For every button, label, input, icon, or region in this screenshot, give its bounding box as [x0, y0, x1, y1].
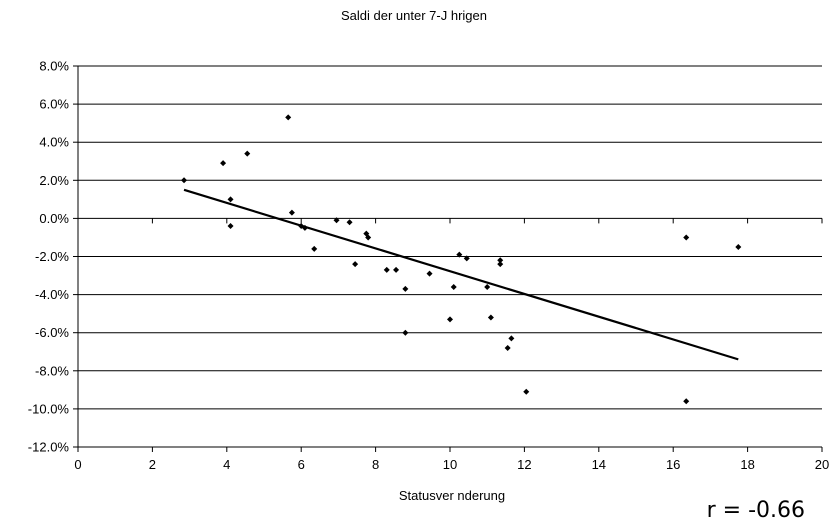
y-tick-label: -4.0% — [35, 287, 69, 302]
y-tick-label: 8.0% — [39, 59, 69, 74]
data-point — [497, 257, 504, 264]
x-tick-label: 20 — [815, 457, 829, 472]
x-axis-ticks: 0 2 4 6 8 10 12 14 16 18 20 — [74, 218, 829, 472]
data-point — [426, 270, 433, 277]
data-point — [352, 261, 359, 268]
x-tick-label: 16 — [666, 457, 680, 472]
data-point — [484, 283, 491, 290]
y-tick-label: -10.0% — [28, 401, 70, 416]
data-point — [288, 209, 295, 216]
y-axis-ticks: 8.0% 6.0% 4.0% 2.0% 0.0% -2.0% -4.0% -6.0% -8.0%… — [28, 59, 78, 455]
trendline-group — [183, 188, 739, 361]
x-tick-label: 8 — [372, 457, 379, 472]
data-point — [456, 251, 463, 258]
x-tick-label: 4 — [223, 457, 230, 472]
y-tick-label: -8.0% — [35, 363, 69, 378]
gridlines — [78, 65, 822, 448]
data-point — [301, 224, 308, 231]
data-point — [508, 335, 515, 342]
y-tick-label: 2.0% — [39, 173, 69, 188]
trendline — [183, 188, 739, 361]
data-point — [227, 223, 234, 230]
x-tick-label: 12 — [517, 457, 531, 472]
data-point — [450, 283, 457, 290]
x-tick-label: 14 — [592, 457, 606, 472]
x-tick-label: 10 — [443, 457, 457, 472]
data-point — [487, 314, 494, 321]
x-tick-label: 2 — [149, 457, 156, 472]
data-point — [393, 266, 400, 273]
correlation-annotation: r = -0.66 — [707, 498, 805, 523]
data-point — [311, 245, 318, 252]
data-point — [227, 196, 234, 203]
data-point — [447, 316, 453, 323]
chart-title: Saldi der unter 7-J hrigen — [341, 8, 487, 23]
data-point — [383, 266, 390, 273]
x-tick-label: 18 — [740, 457, 754, 472]
data-point — [683, 398, 690, 405]
data-point — [402, 285, 409, 292]
data-point — [523, 388, 530, 395]
data-point — [365, 234, 372, 241]
data-point — [244, 150, 251, 157]
data-points — [181, 114, 742, 405]
y-tick-label: -6.0% — [35, 325, 69, 340]
data-point — [220, 160, 227, 167]
data-point — [346, 219, 353, 226]
data-point — [683, 234, 690, 241]
y-tick-label: 4.0% — [39, 135, 69, 150]
x-axis-title: Statusver nderung — [399, 488, 505, 503]
data-point — [497, 261, 504, 268]
data-point — [504, 344, 511, 351]
data-point — [402, 329, 409, 336]
data-point — [181, 177, 188, 184]
data-point — [285, 114, 292, 121]
x-tick-label: 6 — [298, 457, 305, 472]
data-point — [333, 217, 340, 224]
data-point — [463, 255, 470, 262]
data-point — [735, 243, 742, 250]
x-tick-label: 0 — [74, 457, 81, 472]
y-tick-label: -12.0% — [28, 440, 70, 455]
y-tick-label: 0.0% — [39, 211, 69, 226]
y-tick-label: 6.0% — [39, 97, 69, 112]
y-tick-label: -2.0% — [35, 249, 69, 264]
